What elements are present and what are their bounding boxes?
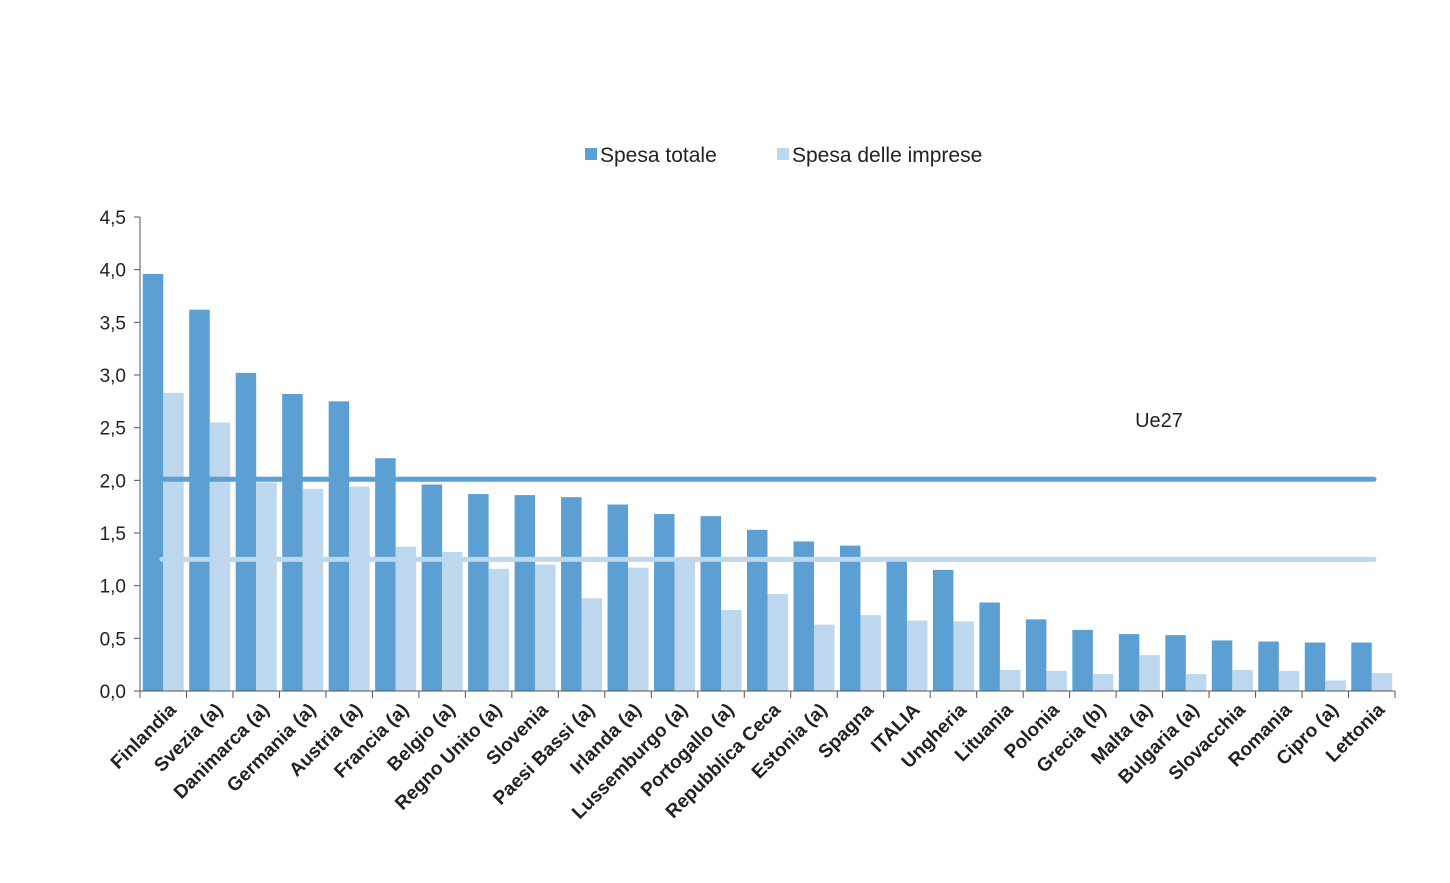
bar-spesa-totale-2	[235, 372, 257, 691]
bar-spesa-totale-11	[654, 514, 675, 691]
bar-spesa-imprese-6	[442, 551, 463, 691]
y-tick-label-7: 3,5	[100, 313, 126, 334]
bar-spesa-imprese-19	[1046, 670, 1067, 691]
bar-spesa-totale-7	[468, 494, 489, 691]
bar-spesa-imprese-21	[1139, 655, 1160, 691]
bar-spesa-imprese-9	[581, 598, 603, 691]
legend-swatch-1	[777, 148, 789, 160]
bar-spesa-imprese-14	[813, 624, 835, 691]
y-tick-label-6: 3,0	[100, 366, 126, 387]
annotations: Ue27	[1135, 410, 1183, 432]
bar-spesa-totale-22	[1165, 635, 1186, 691]
bar-spesa-totale-24	[1258, 641, 1279, 691]
bar-spesa-imprese-26	[1371, 673, 1393, 691]
bar-spesa-totale-5	[375, 458, 396, 691]
legend-swatch-0	[585, 148, 597, 160]
bars	[142, 273, 1393, 691]
bar-spesa-imprese-7	[488, 568, 510, 691]
y-tick-label-4: 2,0	[100, 471, 126, 492]
bar-spesa-imprese-8	[535, 564, 556, 691]
reference-lines	[159, 476, 1377, 562]
bar-spesa-imprese-1	[209, 422, 231, 691]
bar-spesa-imprese-0	[163, 392, 184, 691]
bar-spesa-totale-13	[747, 529, 768, 691]
bar-spesa-imprese-4	[349, 486, 370, 691]
bar-spesa-imprese-5	[395, 546, 417, 691]
bar-spesa-totale-20	[1072, 629, 1093, 691]
bar-spesa-imprese-22	[1185, 674, 1207, 691]
y-tick-label-3: 1,5	[100, 524, 126, 545]
bar-spesa-imprese-16	[906, 620, 928, 691]
annotation-ue27: Ue27	[1135, 410, 1183, 432]
bar-spesa-totale-1	[189, 309, 210, 691]
bar-spesa-totale-23	[1211, 640, 1233, 691]
bar-spesa-totale-16	[886, 561, 907, 691]
legend: Spesa totale Spesa delle imprese	[585, 144, 982, 167]
bar-spesa-imprese-12	[721, 609, 742, 691]
bar-spesa-imprese-24	[1278, 670, 1300, 691]
bar-spesa-imprese-20	[1092, 674, 1114, 691]
bar-spesa-totale-19	[1025, 619, 1047, 691]
bar-spesa-totale-10	[607, 504, 629, 691]
bar-spesa-imprese-17	[953, 621, 974, 691]
bar-spesa-totale-3	[282, 393, 303, 691]
bar-spesa-imprese-2	[256, 482, 277, 691]
bar-spesa-imprese-15	[860, 615, 881, 691]
bar-spesa-totale-0	[142, 273, 164, 691]
bar-spesa-totale-25	[1304, 642, 1326, 691]
y-tick-label-9: 4,5	[100, 208, 126, 229]
bar-spesa-totale-26	[1351, 642, 1372, 691]
bar-spesa-totale-4	[328, 401, 350, 691]
bar-spesa-imprese-3	[302, 488, 324, 691]
bar-spesa-totale-18	[979, 602, 1000, 691]
bar-spesa-totale-14	[793, 541, 814, 691]
bar-spesa-imprese-10	[628, 567, 649, 691]
bar-spesa-totale-17	[932, 569, 954, 691]
bar-spesa-imprese-13	[767, 594, 788, 691]
bar-spesa-imprese-11	[674, 558, 696, 691]
bar-spesa-totale-9	[561, 497, 582, 691]
bar-spesa-totale-15	[839, 545, 861, 691]
y-tick-label-0: 0,0	[100, 682, 126, 703]
bar-spesa-imprese-18	[999, 669, 1021, 691]
bar-spesa-totale-6	[421, 484, 443, 691]
legend-label-1: Spesa delle imprese	[792, 144, 982, 167]
y-tick-label-5: 2,5	[100, 419, 126, 440]
legend-label-0: Spesa totale	[600, 144, 717, 167]
bar-spesa-imprese-23	[1232, 669, 1253, 691]
bar-spesa-imprese-25	[1325, 680, 1346, 691]
y-tick-label-1: 0,5	[100, 629, 126, 650]
bar-spesa-totale-21	[1118, 634, 1140, 691]
bar-spesa-totale-8	[514, 495, 536, 691]
y-tick-label-8: 4,0	[100, 261, 126, 282]
y-tick-label-2: 1,0	[100, 577, 126, 598]
bar-spesa-totale-12	[700, 516, 722, 691]
